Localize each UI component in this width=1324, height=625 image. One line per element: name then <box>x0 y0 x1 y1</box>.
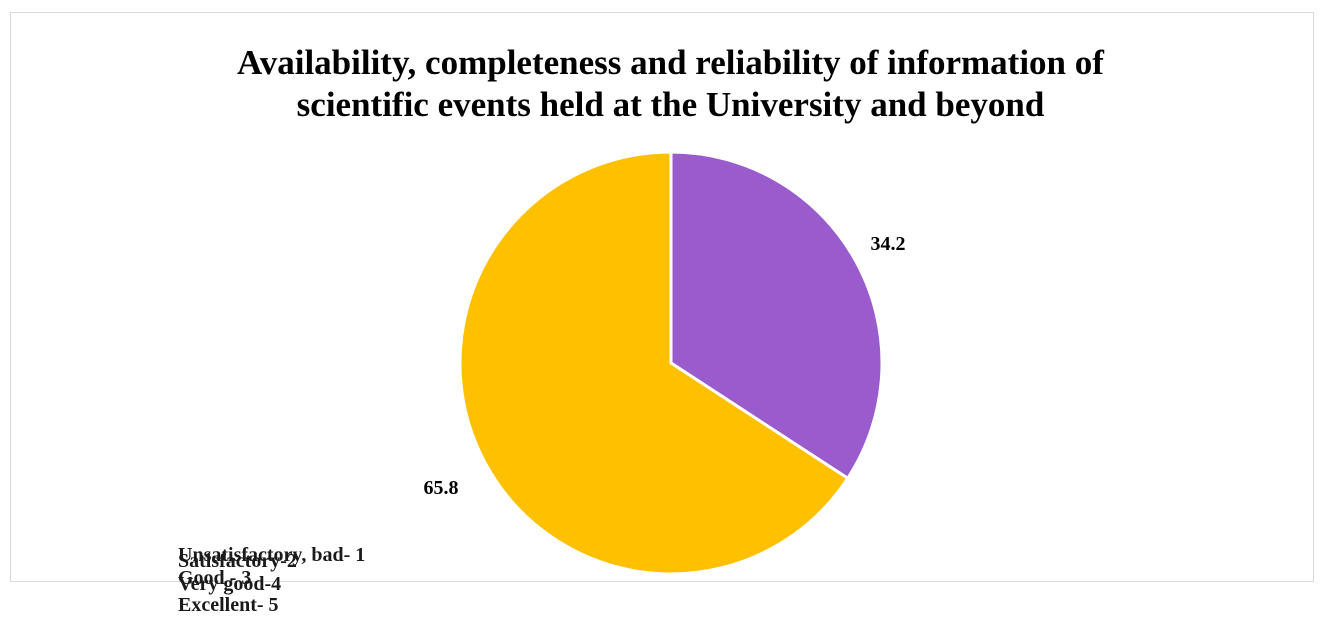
legend-item-very-good: Very good-4 <box>178 573 282 595</box>
pie-slices <box>458 150 884 576</box>
chart-title-line-1: Availability, completeness and reliabili… <box>237 43 1104 82</box>
legend-item-satisfactory: Satisfactory-2 <box>178 550 297 572</box>
pie-data-label-1: 34.2 <box>871 233 906 255</box>
pie-data-labels: 34.2 65.8 <box>424 233 906 499</box>
legend-item-unsatisfactory: Unsatisfactory, bad- 1 <box>178 544 366 566</box>
legend-item-good: Good - 3 <box>178 567 252 589</box>
pie-slice-2 <box>458 150 850 576</box>
pie-data-label-2: 65.8 <box>424 477 459 499</box>
chart-title-line-2: scientific events held at the University… <box>296 85 1045 124</box>
chart-title: Availability, completeness and reliabili… <box>0 42 1324 126</box>
legend-item-excellent: Excellent- 5 <box>178 594 279 616</box>
